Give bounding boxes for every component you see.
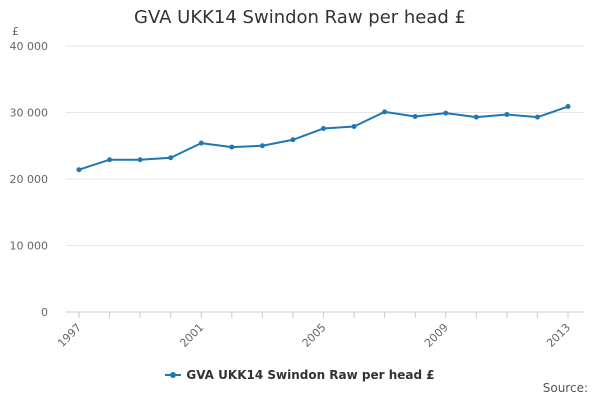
- data-point[interactable]: [290, 137, 296, 143]
- y-axis-label: £: [12, 25, 19, 38]
- legend-item[interactable]: GVA UKK14 Swindon Raw per head £: [165, 368, 435, 382]
- y-tick-label: 40 000: [10, 40, 49, 53]
- series-layer: [76, 104, 571, 173]
- data-point[interactable]: [107, 157, 113, 163]
- data-point[interactable]: [137, 157, 143, 163]
- legend-label: GVA UKK14 Swindon Raw per head £: [186, 368, 435, 382]
- data-point[interactable]: [443, 110, 449, 116]
- data-point[interactable]: [565, 104, 571, 110]
- gridlines: [66, 45, 584, 246]
- y-tick-label: 30 000: [10, 107, 49, 120]
- data-point[interactable]: [351, 123, 357, 129]
- chart-title: GVA UKK14 Swindon Raw per head £: [134, 7, 466, 28]
- data-point[interactable]: [473, 114, 479, 120]
- y-tick-label: 0: [41, 306, 48, 319]
- x-tick-label: 2009: [422, 321, 451, 350]
- axes: 0 10 000 20 000 30 000 40 000 £1997 2001 2005 20…: [10, 25, 584, 350]
- data-point[interactable]: [229, 144, 235, 150]
- legend: GVA UKK14 Swindon Raw per head £: [0, 365, 600, 382]
- x-tick-label: 2005: [300, 321, 329, 350]
- source-label: Source:: [542, 381, 588, 395]
- data-point[interactable]: [504, 111, 510, 117]
- data-point[interactable]: [168, 155, 174, 161]
- series-line: [78, 105, 569, 171]
- data-point[interactable]: [198, 140, 204, 146]
- data-point[interactable]: [534, 114, 540, 120]
- data-point[interactable]: [76, 167, 82, 173]
- x-tick-label: 2013: [544, 321, 573, 350]
- data-point[interactable]: [321, 125, 326, 131]
- data-point[interactable]: [412, 113, 418, 119]
- x-tick-label: 1997: [55, 321, 84, 350]
- data-point[interactable]: [382, 109, 388, 115]
- legend-swatch: [165, 372, 182, 378]
- data-point[interactable]: [259, 143, 265, 149]
- y-tick-label: 10 000: [10, 240, 49, 253]
- x-tick-label: 2001: [177, 321, 206, 350]
- y-tick-label: 20 000: [10, 173, 49, 186]
